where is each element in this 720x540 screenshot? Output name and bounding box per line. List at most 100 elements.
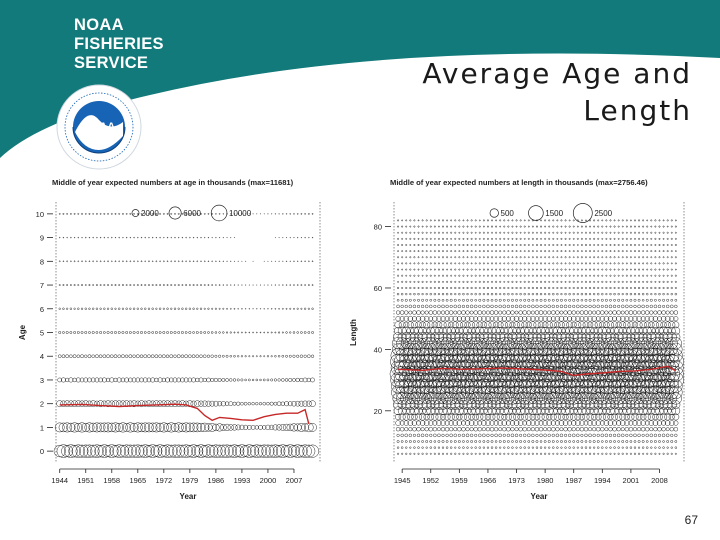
- bubble: [482, 331, 494, 343]
- bubble: [494, 440, 498, 443]
- bubble: [531, 268, 534, 271]
- bubble: [433, 331, 445, 343]
- bubble: [551, 433, 555, 437]
- bubble: [450, 238, 453, 240]
- bubble: [446, 225, 449, 228]
- bubble: [437, 427, 441, 432]
- bubble: [593, 280, 596, 283]
- bubble: [84, 331, 88, 334]
- bubble: [69, 284, 72, 286]
- bubble: [289, 284, 291, 286]
- bubble: [580, 433, 584, 437]
- bubble: [130, 400, 138, 408]
- bubble: [539, 331, 551, 343]
- bubble: [537, 321, 545, 329]
- bubble: [503, 250, 506, 253]
- bubble: [584, 446, 588, 449]
- bubble: [92, 260, 94, 263]
- bubble: [189, 213, 191, 215]
- bubble: [659, 406, 668, 415]
- bubble: [474, 280, 477, 283]
- bubble: [547, 298, 551, 302]
- bubble: [445, 446, 449, 449]
- bubble: [576, 286, 579, 290]
- bubble: [580, 237, 583, 240]
- bubble: [185, 422, 195, 433]
- bubble: [464, 315, 471, 322]
- bubble: [527, 256, 530, 259]
- bubble: [656, 342, 671, 357]
- bubble: [504, 321, 512, 329]
- bubble: [653, 304, 658, 309]
- bubble: [604, 433, 609, 438]
- bubble: [470, 237, 473, 240]
- bubble: [575, 310, 580, 315]
- bubble: [487, 256, 489, 259]
- bubble: [560, 274, 563, 277]
- bubble: [613, 237, 616, 240]
- bubble: [621, 293, 624, 296]
- bubble: [605, 268, 608, 271]
- bubble: [535, 299, 539, 302]
- bubble: [548, 225, 551, 228]
- bubble: [92, 236, 94, 239]
- bubble: [576, 250, 579, 253]
- bubble: [200, 236, 202, 239]
- bubble: [612, 420, 618, 426]
- bubble: [133, 284, 135, 286]
- bubble: [542, 385, 557, 400]
- bubble: [525, 413, 533, 421]
- bubble: [486, 298, 490, 302]
- bubble: [411, 420, 418, 426]
- bubble: [658, 256, 661, 259]
- bubble: [409, 280, 412, 283]
- bubble: [502, 310, 507, 315]
- bubble: [263, 355, 266, 358]
- bubble: [304, 213, 306, 215]
- bubble: [514, 427, 519, 432]
- bubble: [647, 326, 656, 336]
- bubble: [243, 424, 249, 430]
- bubble: [596, 310, 601, 315]
- bubble: [417, 446, 420, 449]
- bubble: [487, 219, 489, 222]
- bubble: [531, 293, 534, 296]
- bubble: [551, 427, 556, 432]
- bubble: [258, 425, 263, 430]
- bubble: [439, 327, 447, 335]
- bubble: [98, 354, 103, 358]
- bubble: [401, 231, 404, 234]
- bubble: [564, 231, 567, 234]
- bubble: [664, 420, 671, 426]
- bubble: [515, 256, 518, 259]
- bubble: [183, 400, 190, 407]
- bubble: [458, 280, 461, 283]
- bubble: [189, 236, 191, 239]
- bubble: [259, 213, 262, 215]
- bubble: [233, 331, 236, 334]
- bubble: [296, 213, 299, 215]
- bubble: [421, 298, 424, 302]
- bubble: [211, 307, 214, 310]
- bubble: [405, 250, 408, 253]
- bubble: [556, 262, 559, 265]
- bubble: [568, 244, 571, 246]
- bubble: [219, 237, 221, 239]
- bubble: [621, 452, 624, 455]
- bubble: [142, 445, 155, 458]
- bubble: [266, 355, 269, 358]
- bubble: [626, 400, 636, 410]
- bubble: [572, 225, 575, 228]
- bubble: [148, 236, 150, 239]
- bubble: [172, 444, 186, 458]
- bubble: [611, 413, 618, 421]
- bubble: [558, 413, 565, 421]
- bubble: [657, 433, 662, 437]
- bubble: [467, 327, 476, 335]
- bubble: [544, 244, 546, 246]
- bubble: [122, 212, 124, 215]
- bubble: [599, 342, 614, 357]
- bubble: [601, 238, 604, 240]
- bubble: [107, 213, 109, 215]
- bubble: [666, 256, 669, 259]
